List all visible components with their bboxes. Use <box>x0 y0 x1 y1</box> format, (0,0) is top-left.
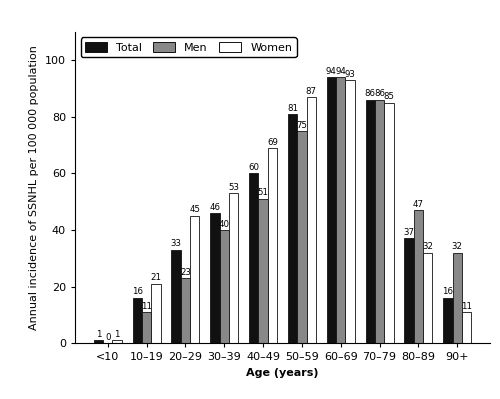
Text: 32: 32 <box>422 242 433 251</box>
Text: 86: 86 <box>364 89 376 99</box>
Text: 33: 33 <box>170 239 181 248</box>
Bar <box>132 298 142 343</box>
Bar <box>462 312 471 343</box>
Text: 53: 53 <box>228 183 239 192</box>
Text: 1: 1 <box>96 330 102 339</box>
Legend: Total, Men, Women: Total, Men, Women <box>80 38 296 57</box>
Bar <box>366 100 375 343</box>
Bar <box>249 174 258 343</box>
Text: 93: 93 <box>344 69 356 79</box>
Bar <box>258 199 268 343</box>
Bar <box>190 216 200 343</box>
Text: 46: 46 <box>210 203 220 211</box>
Text: 16: 16 <box>442 287 454 296</box>
Bar <box>94 340 103 343</box>
Bar <box>306 97 316 343</box>
Text: 47: 47 <box>413 200 424 209</box>
Text: 75: 75 <box>296 120 308 130</box>
Bar <box>268 148 277 343</box>
Text: 32: 32 <box>452 242 462 251</box>
Text: 0: 0 <box>105 333 110 342</box>
Text: 94: 94 <box>336 67 346 76</box>
Text: 94: 94 <box>326 67 337 76</box>
Bar <box>181 278 190 343</box>
Bar <box>210 213 220 343</box>
Text: 11: 11 <box>141 302 152 310</box>
Text: 23: 23 <box>180 268 191 277</box>
Text: 81: 81 <box>287 104 298 113</box>
Y-axis label: Annual incidence of SSNHL per 100 000 population: Annual incidence of SSNHL per 100 000 po… <box>30 45 40 330</box>
Text: 45: 45 <box>190 205 200 214</box>
Bar <box>172 250 181 343</box>
Text: 86: 86 <box>374 89 385 99</box>
Bar <box>423 253 432 343</box>
Text: 1: 1 <box>114 330 120 339</box>
X-axis label: Age (years): Age (years) <box>246 368 319 378</box>
Bar <box>229 193 238 343</box>
Bar <box>288 114 297 343</box>
Bar <box>346 80 354 343</box>
Bar <box>112 340 122 343</box>
Text: 87: 87 <box>306 87 316 96</box>
Text: 60: 60 <box>248 163 260 172</box>
Bar <box>297 131 306 343</box>
Bar <box>384 103 394 343</box>
Text: 51: 51 <box>258 188 268 198</box>
Bar <box>375 100 384 343</box>
Text: 16: 16 <box>132 287 143 296</box>
Text: 40: 40 <box>219 219 230 229</box>
Bar <box>443 298 452 343</box>
Text: 11: 11 <box>461 302 472 310</box>
Bar <box>142 312 152 343</box>
Bar <box>404 239 413 343</box>
Text: 85: 85 <box>384 92 394 101</box>
Bar <box>152 284 160 343</box>
Bar <box>452 253 462 343</box>
Bar <box>414 210 423 343</box>
Bar <box>336 77 345 343</box>
Bar <box>220 230 229 343</box>
Text: 21: 21 <box>150 273 162 282</box>
Text: 69: 69 <box>267 138 278 146</box>
Text: 37: 37 <box>404 228 414 237</box>
Bar <box>326 77 336 343</box>
